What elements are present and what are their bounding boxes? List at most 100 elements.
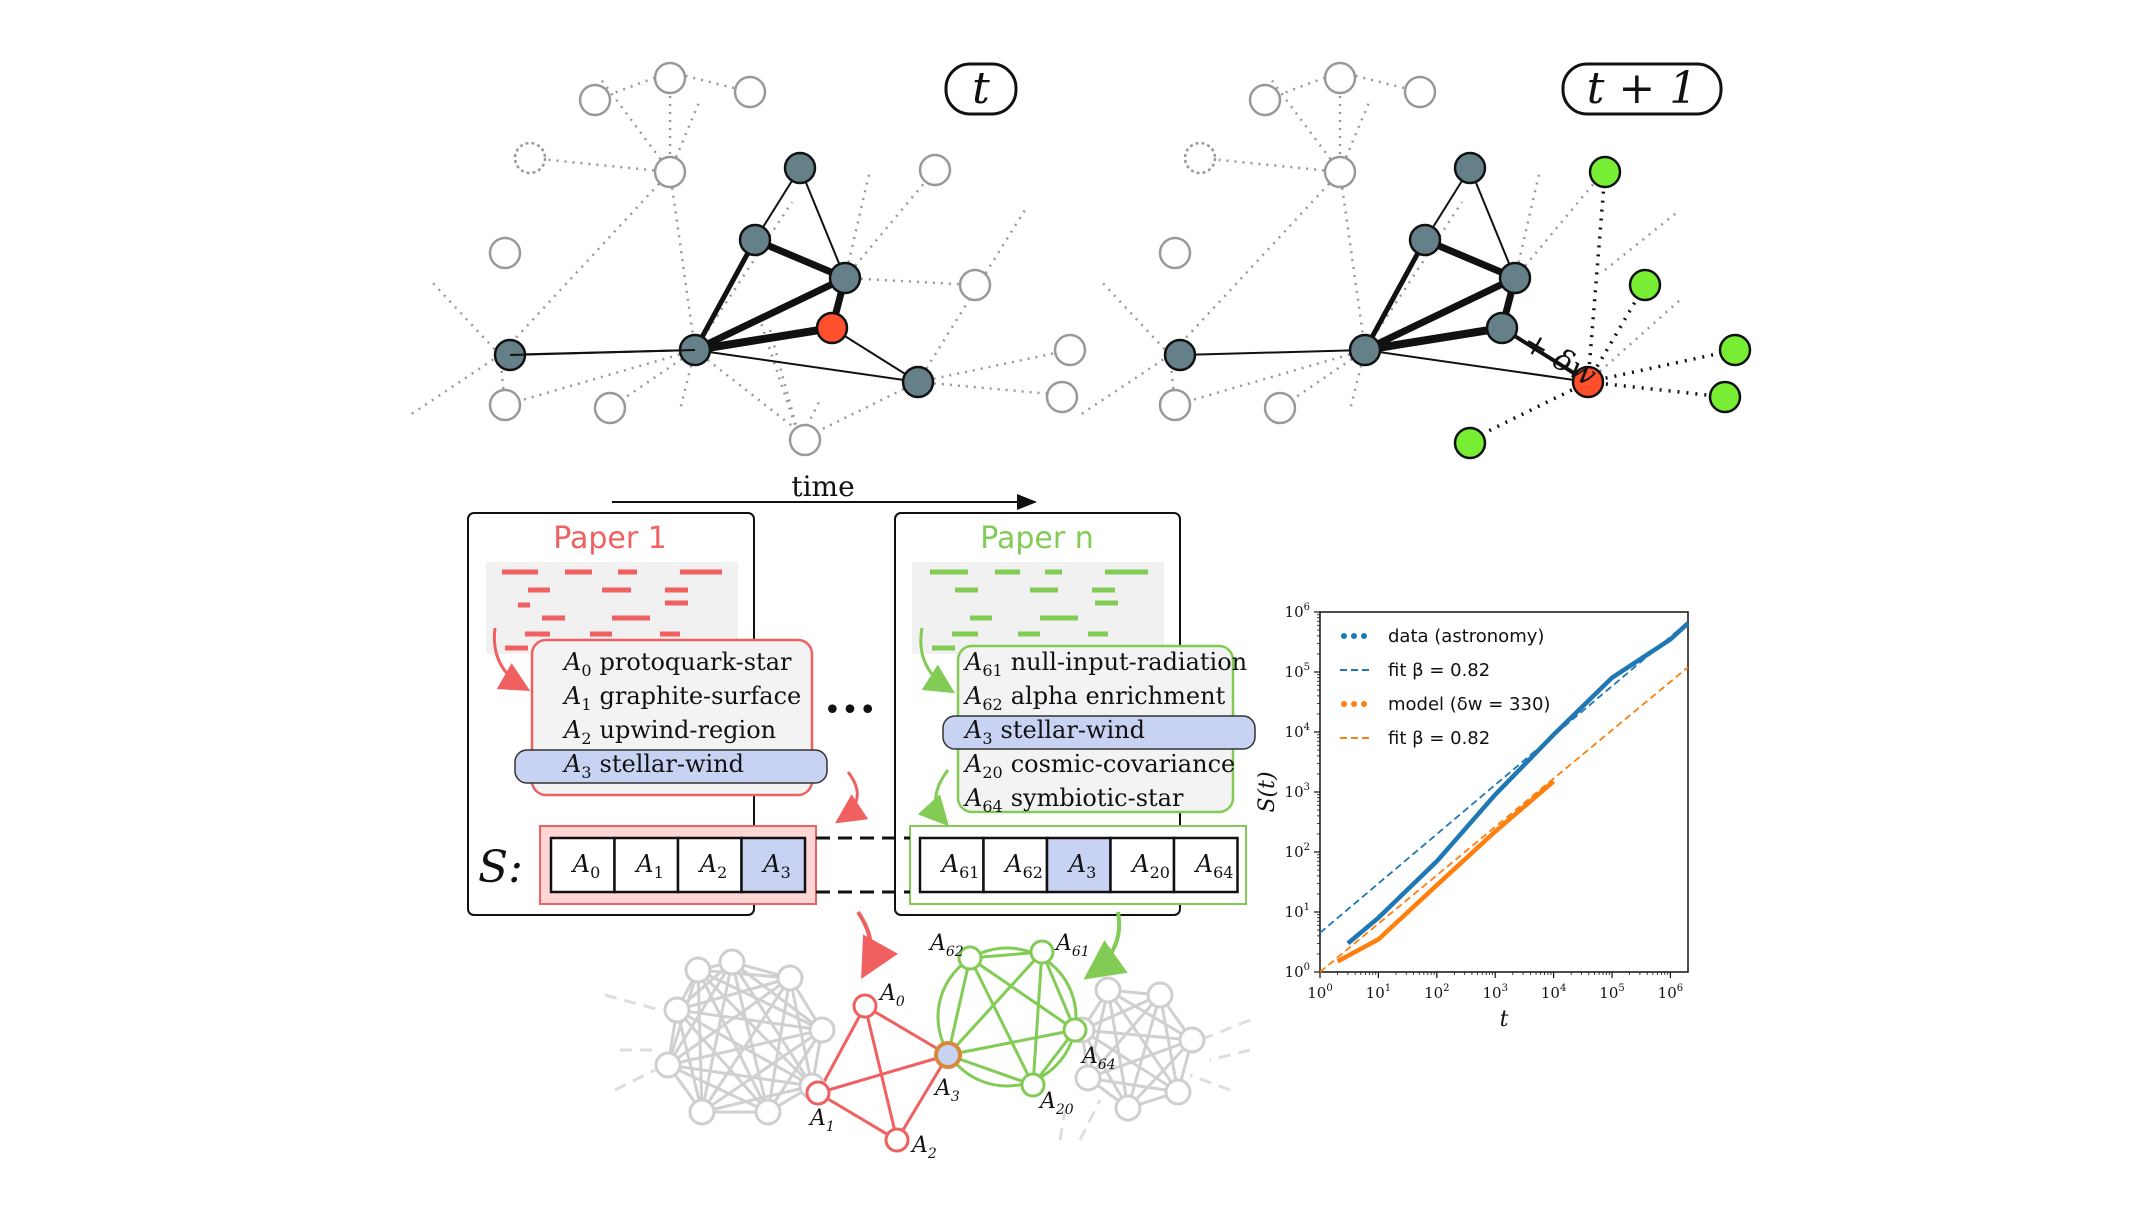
arrow-seq1-to-graph (856, 910, 899, 979)
legend-marker-2 (1361, 701, 1367, 707)
y-tick-label: 102 (1285, 842, 1310, 861)
x-axis-label: t (1500, 1007, 1509, 1032)
graph-label-a61: A61 (1054, 931, 1090, 960)
sequence-n-cell-label-3: A20 (1130, 850, 1170, 882)
node-a1 (805, 1080, 831, 1106)
x-tick-label: 102 (1424, 983, 1449, 1002)
time-t-badge (944, 62, 1018, 116)
y-axis-label: S(t) (1255, 771, 1280, 812)
graph-label-a62: A62 (928, 931, 964, 960)
paper-n-text-block (912, 562, 1164, 654)
legend-marker-0 (1351, 633, 1357, 639)
node-a64 (1062, 1017, 1088, 1043)
gray-node (654, 1051, 682, 1079)
paper-n-keyword-0: A61 null-input-radiation (963, 648, 1247, 680)
gray-node (1178, 1026, 1206, 1054)
gray-node (1114, 1094, 1142, 1122)
graph-label-a3: A3 (933, 1076, 960, 1105)
gray-node (1094, 976, 1122, 1004)
sequence-1-cell-label-0: A0 (571, 850, 601, 882)
node-a61 (1029, 939, 1055, 965)
x-tick-label: 103 (1482, 983, 1507, 1002)
legend-marker-2 (1351, 701, 1357, 707)
x-tick-label: 101 (1366, 983, 1391, 1002)
paper-n-keyword-4: A64 symbiotic-star (963, 784, 1184, 816)
sequence-1-cell-0 (549, 836, 616, 894)
paper-1-keyword-3: A3 stellar-wind (562, 750, 744, 782)
y-tick-label: 105 (1285, 662, 1310, 681)
sequence-n-cell-2 (1045, 836, 1112, 894)
graph-label-a20: A20 (1038, 1089, 1074, 1118)
y-tick-label: 101 (1285, 902, 1310, 921)
gray-node (1164, 1078, 1192, 1106)
paper-1-keyword-0: A0 protoquark-star (562, 648, 792, 680)
paper-n-keyword-3: A20 cosmic-covariance (963, 750, 1235, 782)
x-tick-label: 104 (1541, 983, 1566, 1002)
time-t-label: t (972, 63, 990, 114)
paper-n-highlight (942, 715, 1256, 750)
sequence-1-cell-1 (613, 836, 680, 894)
y-tick-label: 104 (1285, 722, 1310, 741)
legend-label-2: model (δw = 330) (1388, 694, 1550, 715)
y-tick-label: 106 (1285, 602, 1310, 621)
chart-legend: data (astronomy) fit β = 0.82 model (δw = … (1340, 626, 1550, 749)
paper-1-keyword-2: A2 upwind-region (562, 716, 776, 748)
legend-marker-2 (1341, 701, 1347, 707)
x-tick-label: 106 (1658, 983, 1683, 1002)
gray-node (1146, 981, 1174, 1009)
gray-node (808, 1016, 836, 1044)
paper-1-keyword-1: A1 graphite-surface (562, 682, 801, 714)
time-t1-badge (1561, 62, 1723, 116)
graph-label-a2: A2 (910, 1133, 937, 1162)
paper-1-highlight (514, 749, 828, 784)
x-tick-label: 105 (1599, 983, 1624, 1002)
series-2 (1336, 779, 1556, 964)
gray-node (688, 1098, 716, 1126)
paper-n-keyword-2: A3 stellar-wind (963, 716, 1145, 748)
arrow-seqn-to-graph (1083, 911, 1128, 980)
x-tick-label: 100 (1307, 983, 1332, 1002)
time-t1-label: t + 1 (1587, 63, 1698, 114)
sequence-1-cell-3 (740, 836, 807, 894)
network-at-t-plus-1: + δw t + 1 (1079, 61, 1752, 460)
time-label: time (791, 470, 854, 503)
legend-label-1: fit β = 0.82 (1388, 660, 1490, 681)
legend-marker-0 (1341, 633, 1347, 639)
graph-label-a1: A1 (808, 1106, 835, 1135)
node-a20 (1020, 1072, 1046, 1098)
series-3 (1319, 666, 1689, 973)
sequence-1-cell-label-2: A2 (698, 850, 728, 882)
network-at-t: t (409, 61, 1087, 457)
gray-node (754, 1098, 782, 1126)
series-1 (1319, 621, 1689, 934)
legend-marker-0 (1361, 633, 1367, 639)
sequence-label: S: (478, 842, 523, 893)
paper-1-title: Paper 1 (553, 521, 667, 556)
node-a62 (957, 945, 983, 971)
sequence-n-cell-label-0: A61 (940, 850, 980, 882)
ellipsis: ••• (823, 693, 876, 728)
paper-n-title: Paper n (980, 521, 1094, 556)
paper-1-text-block (486, 562, 738, 654)
node-a0 (852, 993, 878, 1019)
sequence-n-cell-3 (1109, 836, 1176, 894)
gray-node (1074, 1064, 1102, 1092)
y-tick-label: 100 (1285, 962, 1310, 981)
sequence-1-cell-label-3: A3 (761, 850, 791, 882)
legend-label-0: data (astronomy) (1388, 626, 1544, 647)
delta-w-label: + δw (1517, 324, 1603, 394)
node-a2 (884, 1127, 910, 1153)
graph-label-a0: A0 (878, 981, 905, 1010)
paper-n-text-lines (930, 569, 1148, 651)
paper-n-keyword-1: A62 alpha enrichment (963, 682, 1226, 714)
scaling-chart: 100 100 101 101 102 102 103 103 104 104 105 105 106 1… (1255, 602, 1690, 1032)
sequence-n-cell-label-1: A62 (1003, 850, 1043, 882)
legend-label-3: fit β = 0.82 (1388, 728, 1490, 749)
y-tick-label: 103 (1285, 782, 1310, 801)
sequence-n-cell-label-4: A64 (1194, 850, 1234, 882)
sequence-n-cell-label-2: A3 (1067, 850, 1097, 882)
